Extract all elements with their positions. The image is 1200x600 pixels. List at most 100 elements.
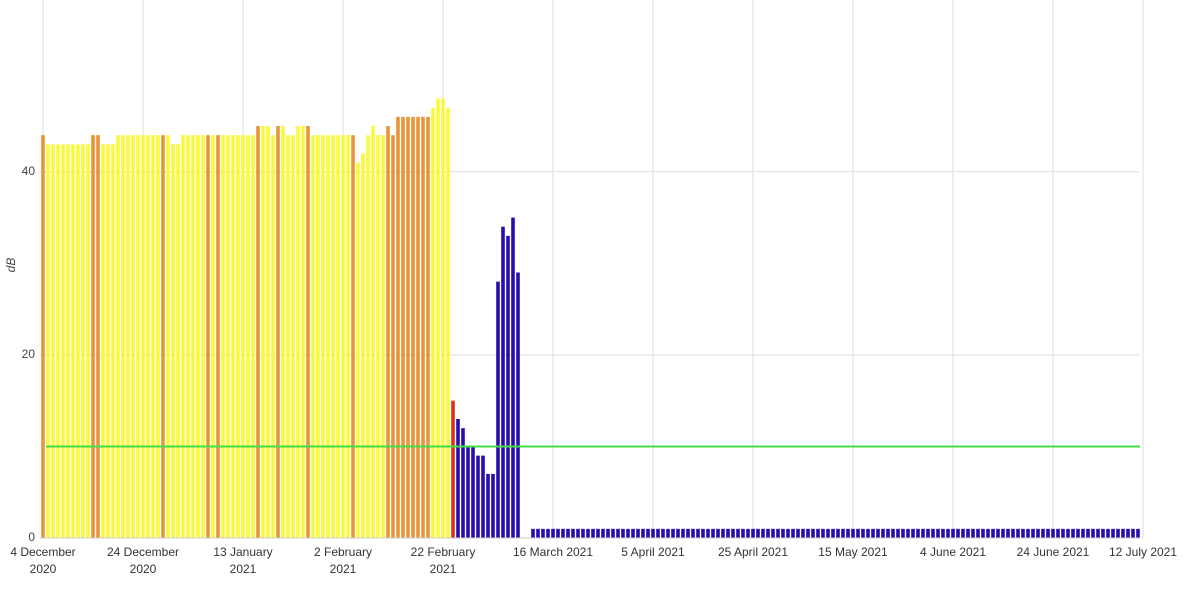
bar: [41, 135, 45, 538]
bar: [116, 135, 120, 538]
bar: [171, 144, 175, 539]
bar: [671, 528, 675, 538]
bar: [81, 144, 85, 539]
bar: [506, 235, 510, 538]
bar: [861, 528, 865, 538]
bar: [901, 528, 905, 538]
bar: [761, 528, 765, 538]
bar: [706, 528, 710, 538]
bar: [111, 144, 115, 539]
bar: [906, 528, 910, 538]
bar: [1076, 528, 1080, 538]
bar: [291, 135, 295, 538]
bar: [261, 126, 265, 538]
bar: [231, 135, 235, 538]
bar: [381, 135, 385, 538]
bar: [561, 528, 565, 538]
bar: [246, 135, 250, 538]
bar: [276, 126, 280, 538]
bar: [146, 135, 150, 538]
bar: [426, 116, 430, 539]
bar: [226, 135, 230, 538]
bar: [1096, 528, 1100, 538]
bar: [476, 455, 480, 538]
bar: [881, 528, 885, 538]
bar: [656, 528, 660, 538]
bar: [531, 528, 535, 538]
bar: [416, 116, 420, 539]
bar: [1011, 528, 1015, 538]
bar: [176, 144, 180, 539]
bar: [876, 528, 880, 538]
bar: [766, 528, 770, 538]
bar: [806, 528, 810, 538]
bar: [811, 528, 815, 538]
bar: [351, 135, 355, 538]
bar: [896, 528, 900, 538]
bar: [281, 126, 285, 538]
bar: [66, 144, 70, 539]
bar: [586, 528, 590, 538]
bar: [591, 528, 595, 538]
bar: [731, 528, 735, 538]
bar: [371, 126, 375, 538]
bar: [1051, 528, 1055, 538]
bar: [926, 528, 930, 538]
bar: [1046, 528, 1050, 538]
bar: [961, 528, 965, 538]
bar: [1101, 528, 1105, 538]
bar: [616, 528, 620, 538]
bar: [556, 528, 560, 538]
y-axis-label: dB: [4, 258, 18, 273]
bar: [356, 162, 360, 538]
bar: [856, 528, 860, 538]
bar: [1071, 528, 1075, 538]
bar: [751, 528, 755, 538]
bar: [576, 528, 580, 538]
x-tick-label: 2 February 2021: [313, 545, 373, 576]
bar: [971, 528, 975, 538]
bar: [151, 135, 155, 538]
bar: [681, 528, 685, 538]
bar: [56, 144, 60, 539]
bar: [1131, 528, 1135, 538]
bar: [391, 135, 395, 538]
x-tick-label: 25 April 2021: [717, 545, 789, 559]
bar: [61, 144, 65, 539]
bar: [336, 135, 340, 538]
bar: [931, 528, 935, 538]
bar: [821, 528, 825, 538]
bar: [376, 135, 380, 538]
bar: [716, 528, 720, 538]
bar: [131, 135, 135, 538]
bar: [626, 528, 630, 538]
bar: [1081, 528, 1085, 538]
bar: [136, 135, 140, 538]
bar: [986, 528, 990, 538]
bar: [141, 135, 145, 538]
bar: [451, 400, 455, 538]
bar: [301, 126, 305, 538]
bar: [1086, 528, 1090, 538]
bar: [221, 135, 225, 538]
bar: [346, 135, 350, 538]
bar: [946, 528, 950, 538]
bar: [826, 528, 830, 538]
bar: [996, 528, 1000, 538]
bar: [941, 528, 945, 538]
bar: [1001, 528, 1005, 538]
bar: [791, 528, 795, 538]
bar: [566, 528, 570, 538]
bar: [421, 116, 425, 539]
x-tick-label: 12 July 2021: [1108, 545, 1178, 559]
bar: [846, 528, 850, 538]
bar: [596, 528, 600, 538]
bar: [631, 528, 635, 538]
bar: [1066, 528, 1070, 538]
bar: [611, 528, 615, 538]
bar: [191, 135, 195, 538]
bar: [166, 135, 170, 538]
bar: [886, 528, 890, 538]
bar: [71, 144, 75, 539]
